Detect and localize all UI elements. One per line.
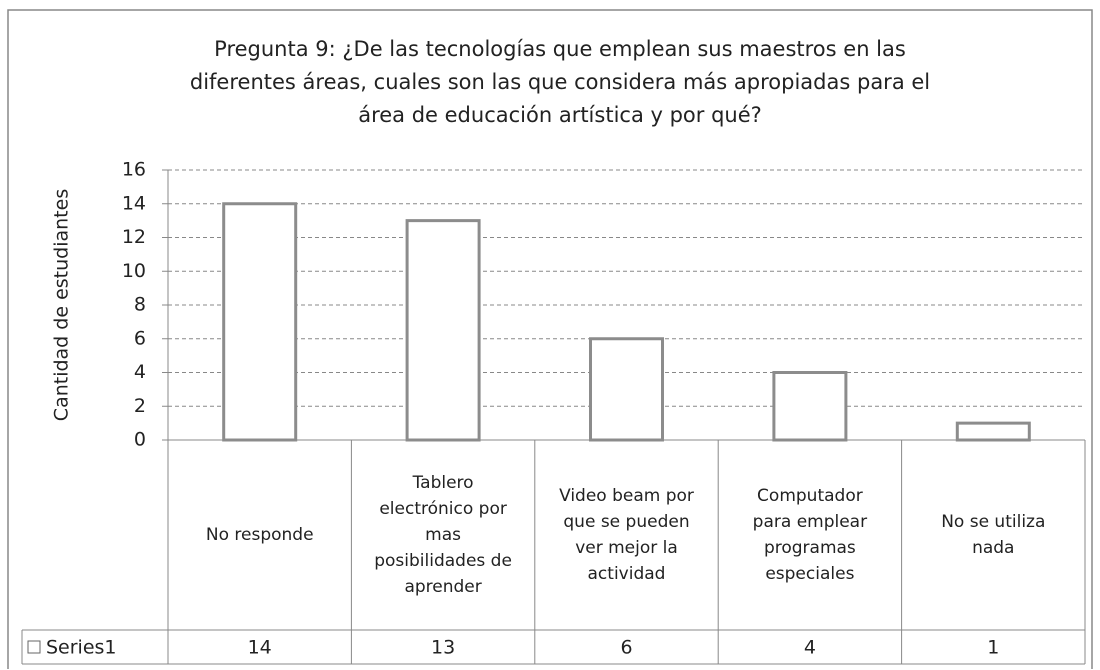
bar: [589, 337, 664, 442]
data-table-value: 13: [431, 637, 455, 659]
y-tick-label: 6: [134, 327, 146, 349]
chart-title: área de educación artística y por qué?: [358, 103, 762, 127]
y-tick-label: 16: [122, 159, 146, 181]
x-tick-label: No responde: [205, 525, 314, 545]
y-tick-label: 0: [134, 429, 146, 451]
x-tick-label: Computador para emplear programas especi…: [752, 486, 868, 584]
y-tick-label: 2: [134, 395, 146, 417]
x-tick-label-box: Computador para emplear programas especi…: [752, 486, 868, 584]
x-tick-label: Video beam por que se pueden ver mejor l…: [559, 486, 694, 584]
x-tick-label-box: Tablero electrónico por mas posibilidade…: [374, 473, 512, 597]
x-tick-label-box: No se utiliza nada: [941, 512, 1046, 558]
legend-label: Series1: [46, 637, 117, 659]
x-tick-label-box: Video beam por que se pueden ver mejor l…: [559, 486, 694, 584]
x-tick-label: No se utiliza nada: [941, 512, 1046, 558]
y-tick-label: 10: [122, 260, 146, 282]
bar: [405, 219, 481, 442]
bar: [955, 421, 1031, 442]
chart-frame: [7, 9, 1093, 669]
legend-key: [27, 640, 41, 654]
bar: [772, 371, 848, 442]
data-table-value: 4: [804, 637, 816, 659]
bar: [222, 202, 298, 442]
chart-title: diferentes áreas, cuales son las que con…: [190, 70, 930, 94]
data-table-value: 14: [248, 637, 272, 659]
y-tick-label: 14: [122, 192, 146, 214]
y-axis-title: Cantidad de estudiantes: [51, 189, 73, 421]
chart-title: Pregunta 9: ¿De las tecnologías que empl…: [214, 37, 906, 61]
y-tick-label: 8: [134, 294, 146, 316]
data-table-value: 6: [620, 637, 632, 659]
y-tick-label: 4: [134, 361, 146, 383]
y-tick-label: 12: [122, 226, 146, 248]
x-tick-label-box: No responde: [205, 525, 314, 545]
data-table-value: 1: [987, 637, 999, 659]
x-tick-label: Tablero electrónico por mas posibilidade…: [374, 473, 512, 597]
